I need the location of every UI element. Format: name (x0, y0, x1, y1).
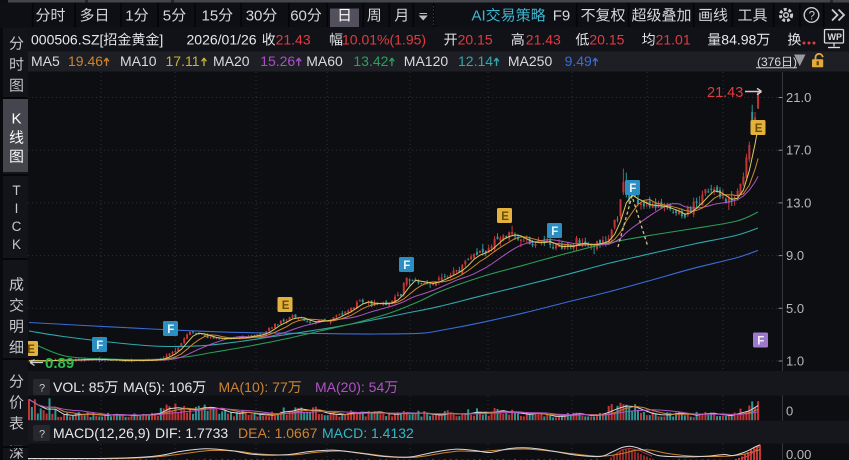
svg-text:MACD(12,26,9): MACD(12,26,9) (53, 425, 150, 441)
svg-text:F: F (629, 183, 636, 195)
svg-text:MA(5): 106: MA(5): 106 (123, 379, 192, 395)
svg-text:19.46: 19.46 (68, 53, 103, 69)
svg-text:21.0: 21.0 (786, 90, 811, 105)
svg-text:E: E (27, 344, 35, 356)
svg-text:C: C (12, 219, 22, 234)
svg-text:K: K (12, 237, 21, 252)
svg-text:?: ? (39, 429, 45, 441)
svg-text:MA250: MA250 (508, 53, 553, 69)
svg-text:MA5: MA5 (31, 53, 60, 69)
svg-text:21.43: 21.43 (276, 32, 311, 48)
svg-text:5: 5 (163, 8, 171, 25)
svg-text:MA(10): 77: MA(10): 77 (219, 379, 288, 395)
svg-text:21.43: 21.43 (526, 32, 561, 48)
svg-text:84.98: 84.98 (721, 32, 756, 48)
svg-text:I: I (15, 201, 19, 216)
svg-text:5.0: 5.0 (786, 301, 804, 316)
svg-text:F: F (403, 260, 410, 272)
svg-text:30: 30 (246, 8, 263, 25)
svg-text:]: ] (159, 32, 163, 48)
svg-text:MA120: MA120 (404, 53, 449, 69)
svg-text:15: 15 (202, 8, 219, 25)
svg-text:20.15: 20.15 (589, 32, 624, 48)
svg-text:12.14: 12.14 (458, 53, 493, 69)
svg-text:60: 60 (290, 8, 307, 25)
svg-text:E: E (501, 211, 509, 223)
svg-text:15.26: 15.26 (260, 53, 295, 69)
svg-text:K: K (12, 110, 22, 127)
svg-text:?: ? (809, 11, 815, 23)
svg-text:E: E (755, 123, 763, 135)
svg-text:0.89: 0.89 (45, 355, 74, 372)
svg-text:F: F (551, 226, 558, 238)
svg-text:21.01: 21.01 (656, 32, 691, 48)
svg-text:000506.SZ[: 000506.SZ[ (31, 32, 103, 48)
svg-text:MACD: 1.4132: MACD: 1.4132 (322, 425, 414, 441)
svg-text:?: ? (39, 383, 45, 395)
svg-text:0.00: 0.00 (786, 447, 811, 460)
svg-text:9.0: 9.0 (786, 248, 804, 263)
svg-text:F: F (96, 340, 103, 352)
svg-text:1.0: 1.0 (786, 354, 804, 369)
svg-text:DEA: 1.0667: DEA: 1.0667 (238, 425, 318, 441)
svg-text:20.15: 20.15 (458, 32, 493, 48)
svg-text:VOL: 85: VOL: 85 (53, 379, 105, 395)
svg-text:E: E (282, 300, 290, 312)
svg-text:F9: F9 (553, 8, 571, 25)
svg-text:AI: AI (472, 8, 486, 25)
svg-text:(376: (376 (757, 55, 781, 69)
svg-text:MA(20): 54: MA(20): 54 (315, 379, 384, 395)
svg-text:F: F (757, 335, 764, 347)
svg-text:MA10: MA10 (120, 53, 157, 69)
svg-text:): ) (793, 55, 797, 69)
svg-text:13.0: 13.0 (786, 195, 811, 210)
svg-text:17.0: 17.0 (786, 143, 811, 158)
svg-text:F: F (167, 324, 174, 336)
svg-text:DIF: 1.7733: DIF: 1.7733 (155, 425, 228, 441)
svg-text:21.43: 21.43 (707, 85, 743, 101)
svg-text:2026/01/26: 2026/01/26 (187, 32, 257, 48)
svg-text:10.01%(1.95): 10.01%(1.95) (342, 32, 426, 48)
svg-text:13.42: 13.42 (353, 53, 388, 69)
svg-text:T: T (12, 183, 20, 198)
svg-text:1: 1 (125, 8, 133, 25)
svg-text:WP: WP (828, 32, 843, 42)
svg-text:MA20: MA20 (213, 53, 250, 69)
svg-text:0: 0 (786, 404, 793, 419)
svg-text:9.49: 9.49 (565, 53, 592, 69)
svg-text:MA60: MA60 (306, 53, 343, 69)
svg-text:17.11: 17.11 (166, 53, 200, 69)
